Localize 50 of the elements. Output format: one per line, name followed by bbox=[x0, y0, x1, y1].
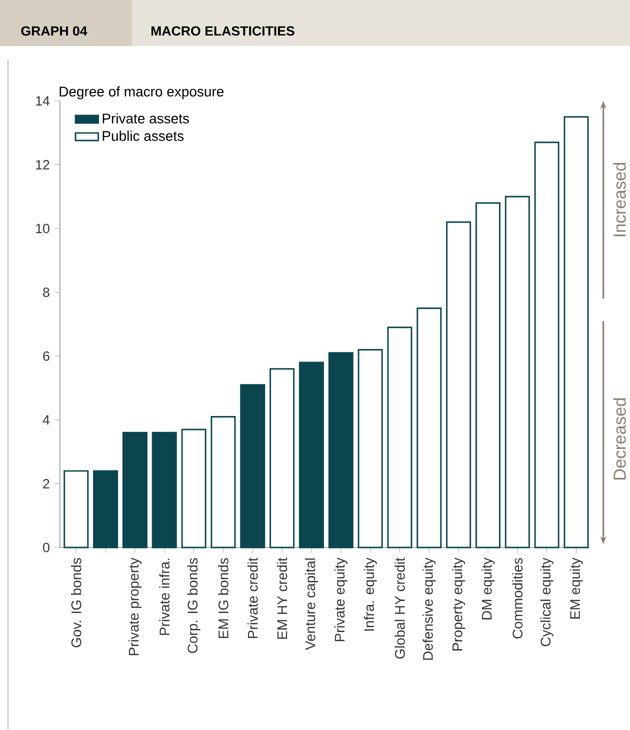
bar bbox=[269, 368, 294, 548]
bar bbox=[122, 432, 148, 548]
x-tick-label: Defensive equity bbox=[422, 558, 436, 660]
bar bbox=[387, 326, 412, 548]
chart-subtitle: MACRO ELASTICITIES bbox=[151, 26, 294, 36]
bar bbox=[298, 362, 324, 548]
x-tick-label: Venture capital bbox=[304, 558, 318, 650]
bar bbox=[210, 416, 236, 548]
y-tick-label: 10 bbox=[36, 224, 50, 234]
x-tick-label: Commodities bbox=[512, 558, 522, 638]
bar bbox=[416, 308, 442, 548]
x-tick-label: Gov. IG bonds bbox=[70, 558, 82, 648]
x-tick-label: Private property bbox=[128, 558, 142, 656]
bar bbox=[358, 348, 383, 548]
x-tick-label: EM HY credit bbox=[276, 558, 287, 639]
y-axis-title: Degree of macro exposure bbox=[60, 86, 224, 100]
x-tick-label: Private equity bbox=[334, 558, 348, 642]
legend-label: Private assets bbox=[102, 113, 189, 124]
bar bbox=[446, 221, 471, 548]
bar bbox=[534, 142, 560, 548]
y-tick-label: 0 bbox=[42, 542, 50, 552]
x-tick-label: DM equity bbox=[481, 558, 494, 620]
x-tick-label: Property equity bbox=[452, 558, 465, 650]
bar bbox=[240, 384, 265, 548]
y-tick-label: 2 bbox=[42, 479, 50, 488]
bar bbox=[328, 352, 354, 548]
bar bbox=[564, 116, 589, 548]
x-tick-label: Private credit bbox=[247, 558, 258, 638]
bar bbox=[63, 470, 88, 548]
x-tick-label: Global HY credit bbox=[394, 558, 405, 659]
bar bbox=[92, 470, 118, 548]
bar bbox=[152, 432, 177, 548]
bar bbox=[504, 196, 530, 548]
y-tick-label: 14 bbox=[36, 96, 50, 106]
x-tick-label: EM equity bbox=[570, 558, 583, 619]
bar bbox=[475, 202, 500, 548]
text: Decreased bbox=[612, 398, 626, 480]
x-tick-label: Private infra. bbox=[159, 558, 170, 635]
y-tick-label: 8 bbox=[42, 288, 50, 298]
x-tick-label: Corp. IG bonds bbox=[187, 558, 200, 653]
x-tick-label: Cyclical equity bbox=[540, 558, 554, 646]
text: Increased bbox=[612, 162, 626, 236]
y-tick-label: 4 bbox=[42, 415, 50, 424]
bar bbox=[181, 428, 206, 548]
x-tick-label: EM IG bonds bbox=[218, 558, 228, 638]
legend-label: Public assets bbox=[102, 130, 184, 141]
y-tick-label: 12 bbox=[36, 160, 50, 170]
y-tick-label: 6 bbox=[42, 351, 50, 361]
chart-title: GRAPH 04 bbox=[21, 26, 88, 36]
x-tick-label: Infra. equity bbox=[364, 558, 377, 631]
